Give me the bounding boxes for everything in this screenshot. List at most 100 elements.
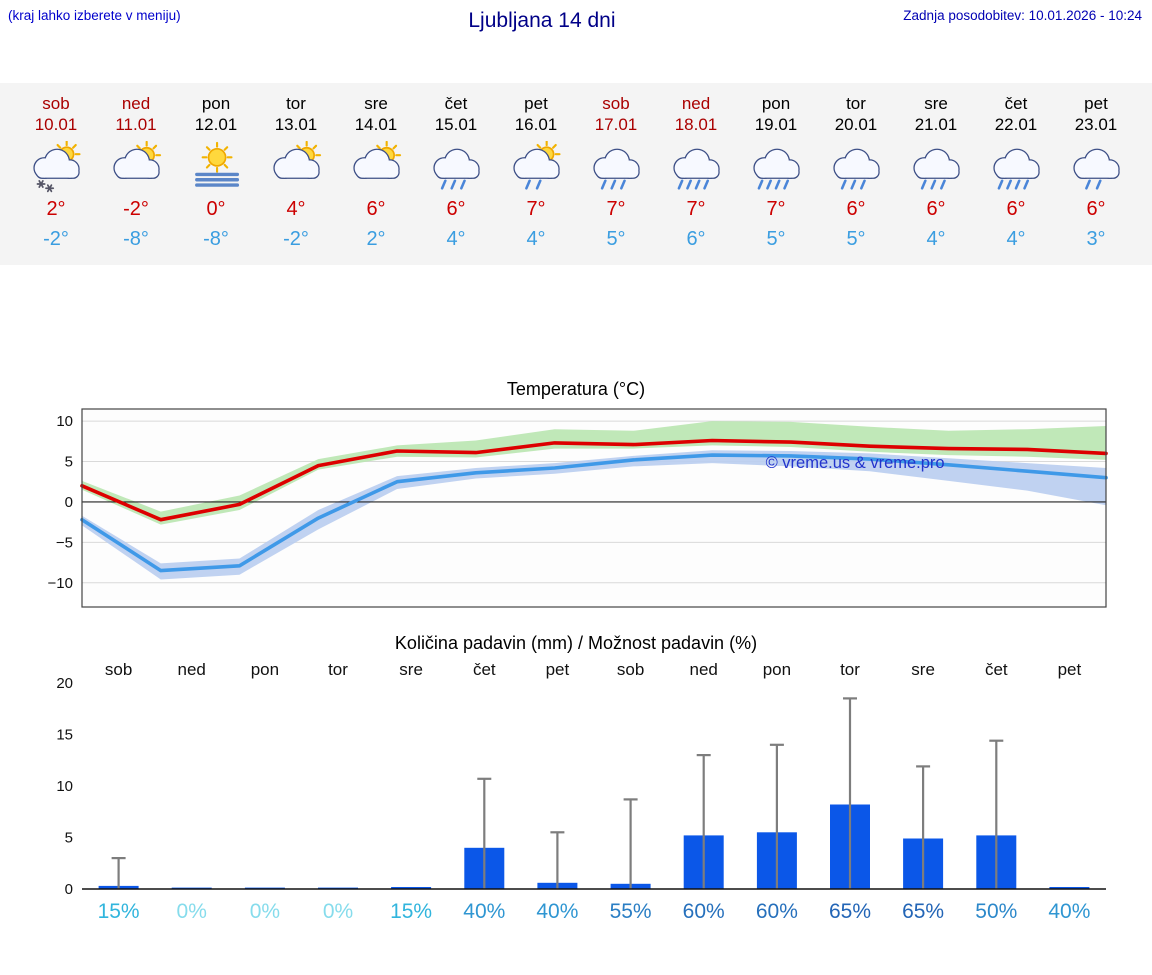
- chart-frame: [81, 407, 1107, 608]
- day-name: sre: [364, 94, 388, 113]
- svg-text:10: 10: [56, 413, 73, 430]
- precip-percent: 65%: [902, 900, 944, 923]
- day-low-temp: 5°: [606, 227, 626, 250]
- day-date: 16.01: [514, 115, 558, 135]
- min-temp-uncertainty-band: [82, 449, 1106, 579]
- precip-bar: [391, 886, 432, 889]
- svg-text:10: 10: [56, 778, 73, 795]
- day-low-temp: 5°: [766, 227, 786, 250]
- precip-percent: 50%: [975, 900, 1017, 923]
- svg-text:ned: ned: [690, 660, 718, 679]
- page-title: Ljubljana 14 dni: [468, 9, 616, 32]
- day-date: 15.01: [434, 115, 478, 135]
- day-low-temp: 3°: [1086, 227, 1106, 250]
- partly-icon: [256, 139, 336, 197]
- forecast-day: sob 10.01 2° -2°: [16, 93, 96, 251]
- max-temperature-line: [80, 438, 1108, 521]
- partly-icon: [336, 139, 416, 197]
- day-date: 13.01: [274, 115, 318, 135]
- svg-text:čet: čet: [985, 660, 1008, 679]
- day-low-temp: 4°: [1006, 227, 1026, 250]
- svg-text:tor: tor: [840, 660, 860, 679]
- day-name: sob: [602, 94, 630, 113]
- day-high-temp: -2°: [123, 197, 149, 220]
- svg-text:sob: sob: [105, 660, 132, 679]
- day-high-temp: 0°: [206, 197, 226, 220]
- day-date: 18.01: [674, 115, 718, 135]
- day-high-temp: 6°: [366, 197, 386, 220]
- temperature-chart-svg: 10 5 0 −5 −10 © vreme.us & vreme.pro: [48, 407, 1108, 608]
- day-name: pon: [201, 94, 231, 113]
- svg-text:5: 5: [65, 829, 73, 846]
- day-name: sre: [924, 94, 948, 113]
- light-rain-icon: [1056, 139, 1136, 197]
- day-name: pon: [761, 94, 791, 113]
- forecast-day: tor 20.01 6° 5°: [816, 93, 896, 251]
- forecast-day: pon 12.01 0° -8°: [176, 93, 256, 251]
- heavy-rain-icon: [976, 139, 1056, 197]
- day-date: 10.01: [34, 115, 78, 135]
- watermark: © vreme.us & vreme.pro: [766, 454, 945, 472]
- precip-percent: 0%: [250, 900, 280, 923]
- day-date: 20.01: [834, 115, 878, 135]
- sun-rain-icon: [496, 139, 576, 197]
- rain-icon: [896, 139, 976, 197]
- precip-chart-svg: sob ned pon tor sre čet pet sob ned pon tor sre čet p…: [56, 660, 1106, 923]
- day-name: pet: [524, 94, 548, 113]
- day-name: pet: [1084, 94, 1108, 113]
- day-name: čet: [1004, 94, 1028, 113]
- precip-percent: 15%: [98, 900, 140, 923]
- svg-text:ned: ned: [178, 660, 206, 679]
- precip-percent: 55%: [610, 900, 652, 923]
- precip-percent-labels: 15% 0% 0% 0% 15% 40% 40% 55% 60% 60% 65% 65% 50% 40%: [98, 900, 1091, 923]
- precip-chart-title: Količina padavin (mm) / Možnost padavin …: [394, 632, 758, 653]
- day-low-temp: 6°: [686, 227, 706, 250]
- y-axis-labels: 20 15 10 5 0: [56, 675, 73, 898]
- svg-text:sre: sre: [911, 660, 935, 679]
- day-low-temp: 4°: [526, 227, 546, 250]
- svg-text:5: 5: [65, 453, 73, 470]
- day-name: ned: [681, 94, 711, 113]
- temperature-chart-title: Temperatura (°C): [506, 378, 646, 399]
- svg-text:0: 0: [65, 493, 73, 510]
- y-axis-labels: 10 5 0 −5 −10: [48, 413, 73, 592]
- forecast-day: ned 11.01 -2° -8°: [96, 93, 176, 251]
- day-date: 11.01: [115, 115, 157, 135]
- last-updated-label: Zadnja posodobitev: 10.01.2026 - 10:24: [903, 8, 1142, 23]
- heavy-rain-icon: [736, 139, 816, 197]
- day-high-temp: 7°: [686, 197, 706, 220]
- svg-text:pon: pon: [763, 660, 791, 679]
- day-low-temp: -8°: [203, 227, 229, 250]
- precip-percent: 40%: [536, 900, 578, 923]
- partly-snow-icon: [16, 139, 96, 197]
- heavy-rain-icon: [656, 139, 736, 197]
- day-low-temp: -2°: [283, 227, 309, 250]
- precip-percent: 40%: [1048, 900, 1090, 923]
- forecast-day: sre 21.01 6° 4°: [896, 93, 976, 251]
- svg-text:sre: sre: [399, 660, 423, 679]
- day-high-temp: 6°: [446, 197, 466, 220]
- day-name: čet: [444, 94, 468, 113]
- day-low-temp: 4°: [446, 227, 466, 250]
- precip-bar: [244, 887, 285, 889]
- page-header: (kraj lahko izberete v meniju) Ljubljana…: [0, 0, 1152, 33]
- precip-whiskers: [111, 696, 1004, 889]
- precip-percent: 65%: [829, 900, 871, 923]
- day-high-temp: 4°: [286, 197, 306, 220]
- svg-text:20: 20: [56, 675, 73, 692]
- forecast-day: sob 17.01 7° 5°: [576, 93, 656, 251]
- precip-percent: 0%: [177, 900, 207, 923]
- precip-percent: 60%: [756, 900, 798, 923]
- precip-percent: 15%: [390, 900, 432, 923]
- forecast-day: tor 13.01 4° -2°: [256, 93, 336, 251]
- svg-text:pon: pon: [251, 660, 279, 679]
- day-date: 17.01: [594, 115, 638, 135]
- precip-bar: [318, 887, 358, 889]
- day-date: 22.01: [994, 115, 1038, 135]
- svg-text:pet: pet: [1058, 660, 1082, 679]
- day-low-temp: 4°: [926, 227, 946, 250]
- temperature-section: Temperatura (°C) 10 5 0 −5 −10 © vreme.us & v…: [0, 379, 1152, 615]
- forecast-day: pon 19.01 7° 5°: [736, 93, 816, 251]
- day-high-temp: 6°: [1086, 197, 1106, 220]
